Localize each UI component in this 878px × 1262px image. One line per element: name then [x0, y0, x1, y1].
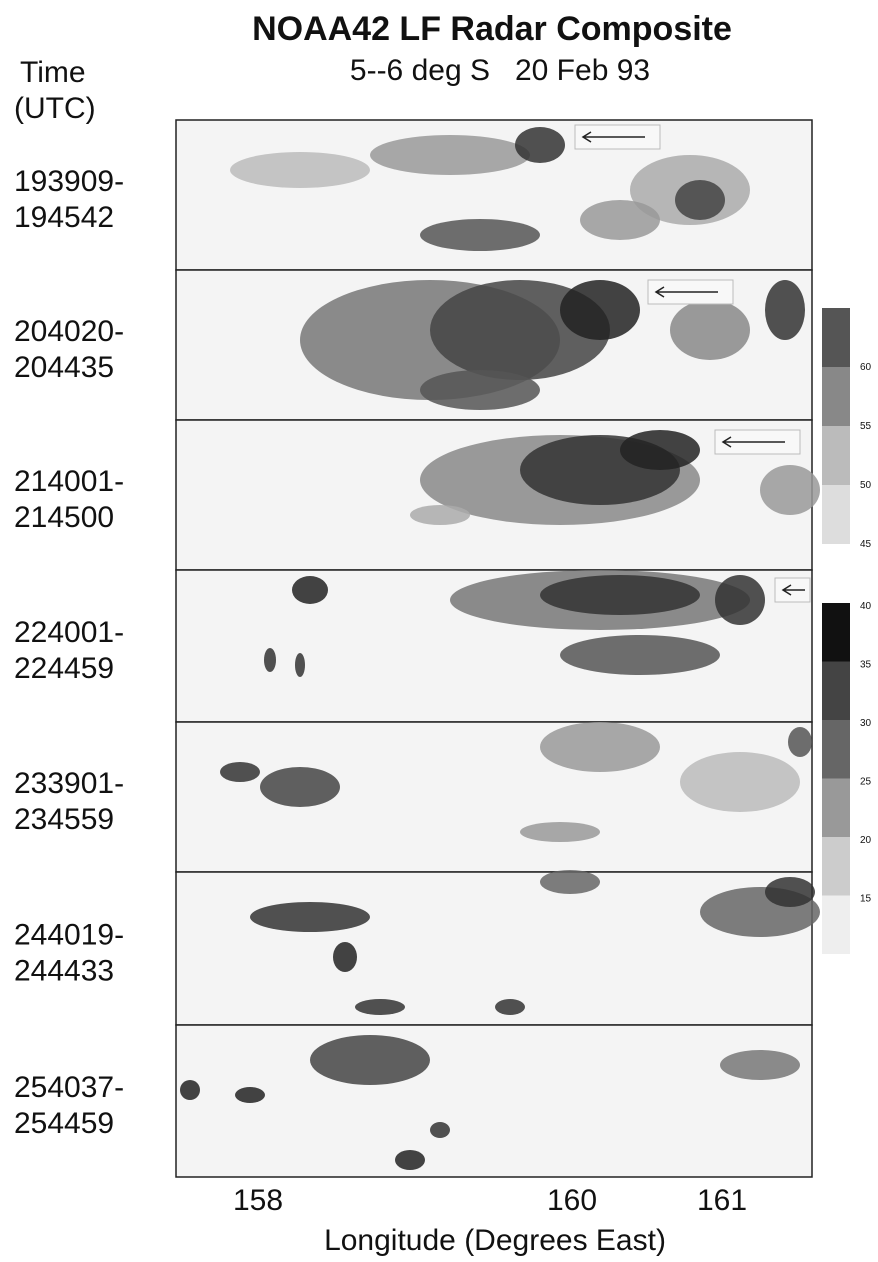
- x-tick-label: 158: [233, 1184, 283, 1217]
- radar-panel: [175, 1024, 813, 1178]
- panels: 193909-194542 204020-204435 214001-214500 2…: [14, 119, 820, 1178]
- colorbar-swatch: [822, 603, 850, 662]
- time-range-start: 204020-: [14, 315, 124, 348]
- x-axis-label: Longitude (Degrees East): [324, 1224, 666, 1257]
- echo-region: [230, 152, 370, 188]
- echo-region: [670, 300, 750, 360]
- echo-region: [680, 752, 800, 812]
- colorbar-swatch: [822, 426, 850, 485]
- echo-region: [295, 653, 305, 677]
- echo-region: [310, 1035, 430, 1085]
- colorbar-swatch: [822, 778, 850, 837]
- time-range-end: 234559: [14, 803, 114, 836]
- echo-region: [765, 280, 805, 340]
- time-unit: (UTC): [14, 92, 96, 125]
- wind-arrow: [721, 436, 785, 448]
- echo-region: [540, 870, 600, 894]
- echo-region: [540, 722, 660, 772]
- echo-region: [580, 200, 660, 240]
- colorbar-swatch: [822, 837, 850, 896]
- colorbar-swatch: [822, 485, 850, 544]
- time-label: Time: [20, 56, 86, 89]
- echo-region: [788, 727, 812, 757]
- radar-panel: [175, 871, 813, 1026]
- colorbar-swatch: [822, 720, 850, 779]
- colorbar-swatch: [822, 308, 850, 367]
- colorbar-label: 60: [860, 362, 872, 373]
- time-range-end: 224459: [14, 652, 114, 685]
- colorbar-swatch: [822, 661, 850, 720]
- time-range-start: 193909-: [14, 165, 124, 198]
- echo-region: [620, 430, 700, 470]
- echo-region: [420, 219, 540, 251]
- colorbar-swatch: [822, 367, 850, 426]
- colorbar-label: 30: [860, 718, 872, 729]
- echo-region: [370, 135, 530, 175]
- colorbar-label: 50: [860, 480, 872, 491]
- wind-arrow: [581, 131, 645, 143]
- echo-region: [765, 877, 815, 907]
- colorbar-label: 35: [860, 660, 872, 671]
- time-range-start: 214001-: [14, 465, 124, 498]
- echo-region: [495, 999, 525, 1015]
- echo-region: [515, 127, 565, 163]
- wind-arrow: [654, 286, 718, 298]
- time-range-end: 254459: [14, 1107, 114, 1140]
- echo-region: [180, 1080, 200, 1100]
- echo-region: [355, 999, 405, 1015]
- colorbar-label: 15: [860, 894, 872, 905]
- colorbar-label: 45: [860, 539, 872, 550]
- title: NOAA42 LF Radar Composite: [252, 10, 732, 48]
- colorbar-label: 20: [860, 835, 872, 846]
- echo-region: [410, 505, 470, 525]
- echo-region: [540, 575, 700, 615]
- time-range-end: 204435: [14, 351, 114, 384]
- echo-region: [260, 767, 340, 807]
- echo-region: [675, 180, 725, 220]
- colorbar-swatch: [822, 895, 850, 954]
- echo-region: [264, 648, 276, 672]
- echo-region: [560, 280, 640, 340]
- echo-region: [760, 465, 820, 515]
- wind-arrow: [781, 584, 805, 596]
- time-range-end: 244433: [14, 955, 114, 988]
- time-range-start: 233901-: [14, 767, 124, 800]
- echo-region: [560, 635, 720, 675]
- echo-region: [235, 1087, 265, 1103]
- echo-region: [720, 1050, 800, 1080]
- time-range-start: 224001-: [14, 616, 124, 649]
- echo-region: [333, 942, 357, 972]
- time-range-start: 254037-: [14, 1071, 124, 1104]
- colorbar-label: 40: [860, 601, 872, 612]
- echo-region: [292, 576, 328, 604]
- subtitle: 5--6 deg S 20 Feb 93: [350, 54, 650, 87]
- echo-region: [420, 370, 540, 410]
- colorbars: 60 55 50 45 40 35 30 25 20 15: [822, 308, 872, 954]
- echo-region: [395, 1150, 425, 1170]
- echo-region: [715, 575, 765, 625]
- time-range-end: 214500: [14, 501, 114, 534]
- echo-region: [250, 902, 370, 932]
- x-tick-label: 160: [547, 1184, 597, 1217]
- time-range-start: 244019-: [14, 919, 124, 952]
- colorbar-label: 25: [860, 777, 872, 788]
- echo-region: [430, 1122, 450, 1138]
- echo-region: [520, 822, 600, 842]
- time-range-end: 194542: [14, 201, 114, 234]
- colorbar-label: 55: [860, 421, 872, 432]
- echo-region: [220, 762, 260, 782]
- x-tick-label: 161: [697, 1184, 747, 1217]
